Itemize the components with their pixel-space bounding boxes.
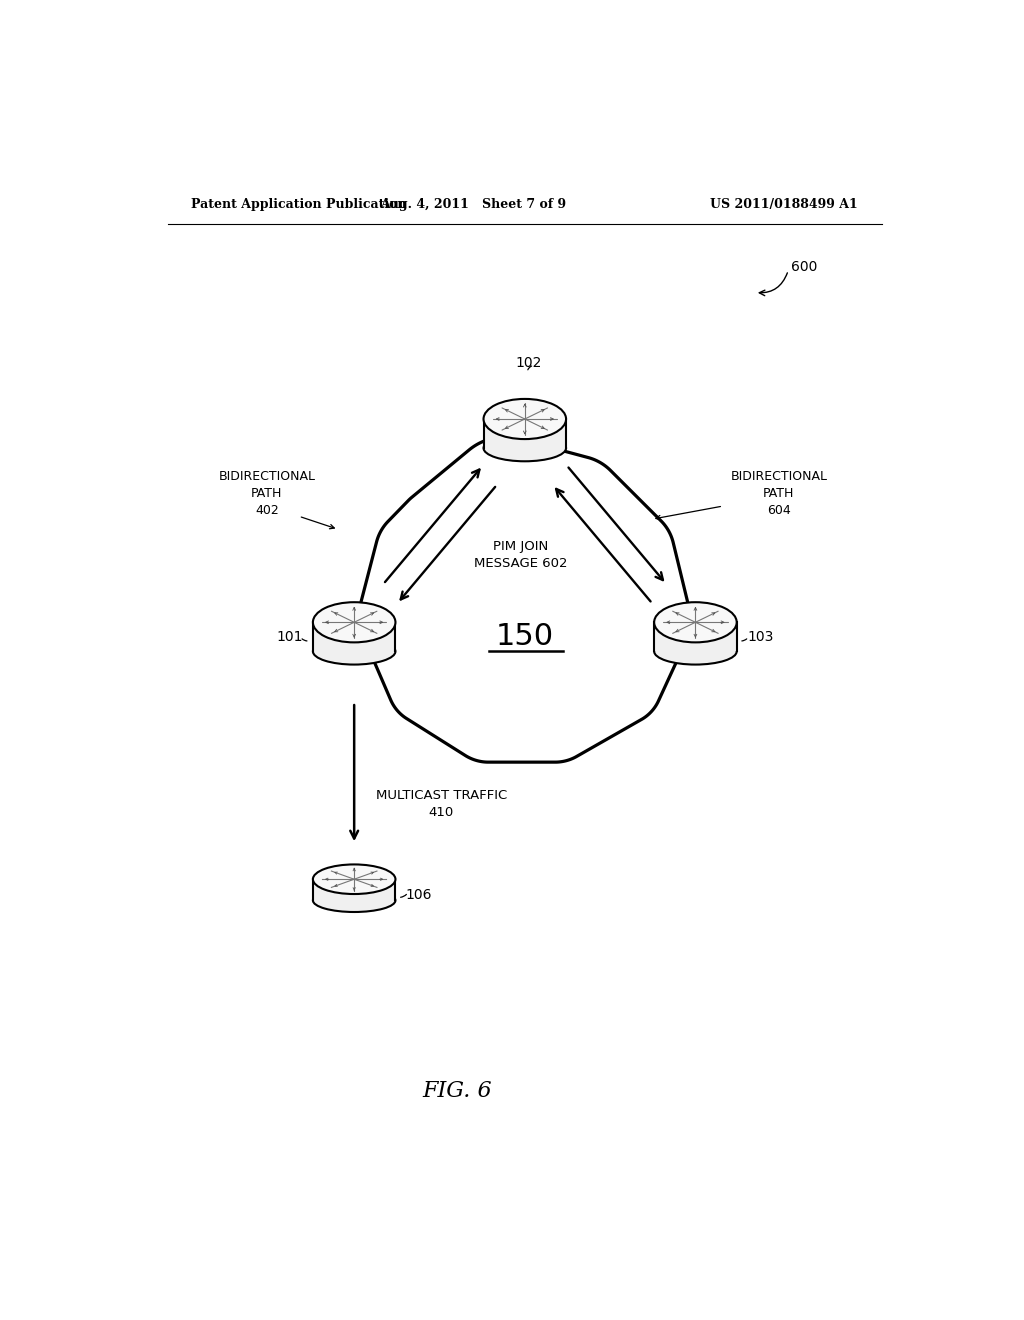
Text: 102: 102: [515, 356, 542, 371]
Ellipse shape: [654, 638, 736, 664]
Text: 600: 600: [791, 260, 817, 275]
Text: FIG. 6: FIG. 6: [423, 1081, 493, 1102]
Ellipse shape: [313, 602, 395, 643]
Ellipse shape: [313, 638, 395, 664]
Polygon shape: [483, 418, 566, 447]
Polygon shape: [358, 437, 691, 762]
Text: PIM JOIN
MESSAGE 602: PIM JOIN MESSAGE 602: [474, 540, 567, 570]
Text: MULTICAST TRAFFIC
410: MULTICAST TRAFFIC 410: [376, 789, 507, 818]
Ellipse shape: [313, 888, 395, 912]
Text: BIDIRECTIONAL
PATH
604: BIDIRECTIONAL PATH 604: [730, 470, 827, 517]
Text: 103: 103: [748, 630, 773, 644]
Polygon shape: [313, 622, 395, 651]
Ellipse shape: [483, 434, 566, 461]
Text: 106: 106: [406, 888, 432, 903]
Text: US 2011/0188499 A1: US 2011/0188499 A1: [711, 198, 858, 211]
Ellipse shape: [654, 602, 736, 643]
Text: Aug. 4, 2011   Sheet 7 of 9: Aug. 4, 2011 Sheet 7 of 9: [380, 198, 566, 211]
Text: Patent Application Publication: Patent Application Publication: [191, 198, 407, 211]
Polygon shape: [654, 622, 736, 651]
Ellipse shape: [483, 399, 566, 440]
Ellipse shape: [313, 865, 395, 894]
Text: 101: 101: [276, 630, 303, 644]
Text: 150: 150: [496, 622, 554, 651]
Text: BIDIRECTIONAL
PATH
402: BIDIRECTIONAL PATH 402: [218, 470, 315, 517]
Polygon shape: [313, 879, 395, 900]
